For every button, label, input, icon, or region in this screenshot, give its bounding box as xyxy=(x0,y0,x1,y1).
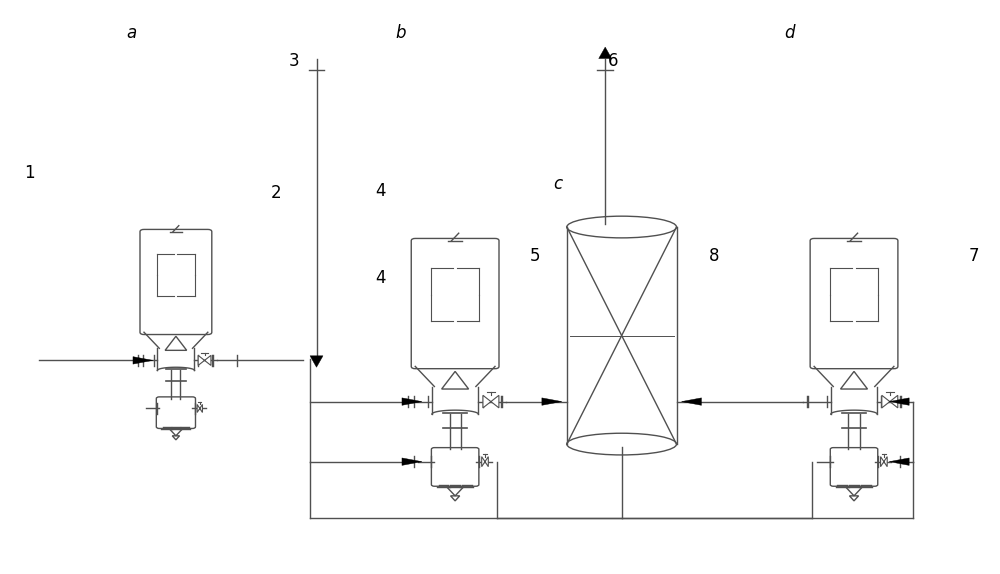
Polygon shape xyxy=(402,398,422,405)
Polygon shape xyxy=(310,356,323,367)
Polygon shape xyxy=(681,398,701,405)
Polygon shape xyxy=(889,458,909,466)
Text: 4: 4 xyxy=(375,269,386,288)
Polygon shape xyxy=(133,356,153,364)
Text: 8: 8 xyxy=(709,247,720,265)
Text: a: a xyxy=(126,24,136,42)
Text: 3: 3 xyxy=(288,52,299,71)
Polygon shape xyxy=(889,398,909,405)
Polygon shape xyxy=(482,457,488,467)
Text: c: c xyxy=(553,175,562,193)
Polygon shape xyxy=(599,47,612,59)
Text: 4: 4 xyxy=(375,182,386,200)
Text: 2: 2 xyxy=(270,184,281,201)
Text: 7: 7 xyxy=(968,247,979,265)
Polygon shape xyxy=(882,395,898,408)
Polygon shape xyxy=(198,355,211,366)
Polygon shape xyxy=(483,395,499,408)
Polygon shape xyxy=(542,398,562,405)
Text: 5: 5 xyxy=(530,247,540,265)
Text: b: b xyxy=(395,24,406,42)
Text: 1: 1 xyxy=(24,164,35,182)
Text: 6: 6 xyxy=(607,52,618,71)
Text: d: d xyxy=(784,24,794,42)
Polygon shape xyxy=(197,405,202,413)
Polygon shape xyxy=(402,458,422,466)
Polygon shape xyxy=(881,457,887,467)
